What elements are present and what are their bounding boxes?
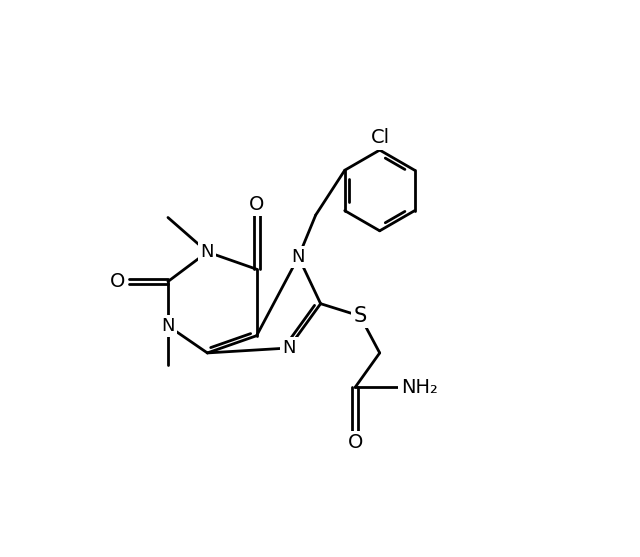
Text: O: O — [110, 272, 125, 291]
Text: N: N — [200, 243, 214, 261]
Text: N: N — [161, 317, 175, 335]
Text: O: O — [249, 195, 264, 214]
Text: N: N — [292, 248, 305, 266]
Text: S: S — [353, 306, 367, 326]
Text: N: N — [282, 339, 295, 357]
Text: O: O — [348, 433, 363, 452]
Text: NH₂: NH₂ — [401, 378, 438, 397]
Text: Cl: Cl — [371, 128, 390, 147]
